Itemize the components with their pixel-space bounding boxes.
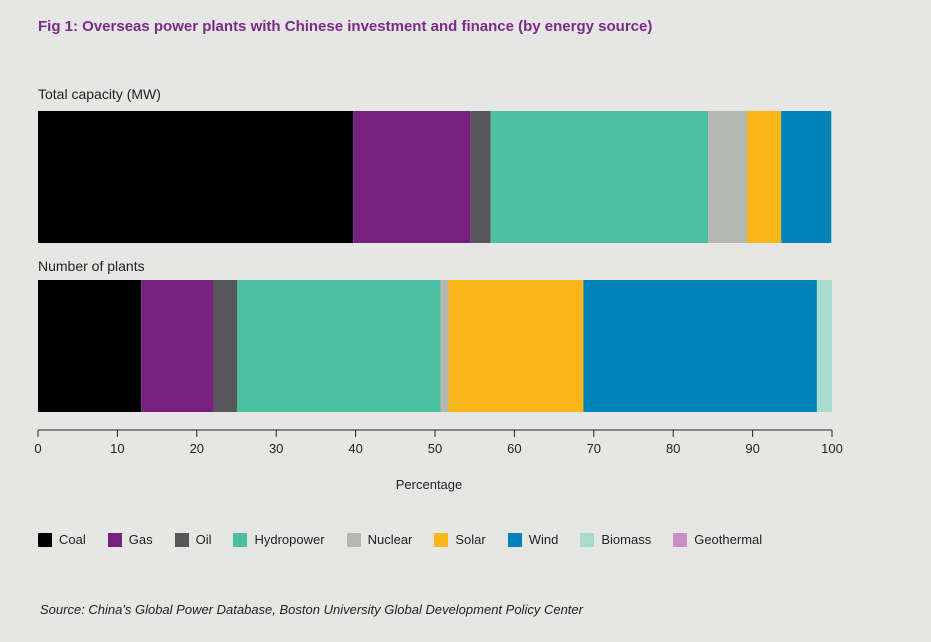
bar-segment-coal: [38, 280, 142, 412]
legend-swatch: [346, 532, 361, 547]
legend-item-solar: Solar: [434, 532, 486, 547]
bar-segment-biomass: [816, 280, 832, 412]
x-tick-label: 70: [587, 441, 601, 456]
legend-item-coal: Coal: [38, 532, 86, 547]
legend-label: Solar: [455, 532, 486, 547]
legend-label: Geothermal: [694, 532, 763, 547]
bar-segment-nuclear: [708, 111, 748, 243]
x-tick-label: 60: [507, 441, 521, 456]
x-tick-label: 0: [34, 441, 41, 456]
category-label: Number of plants: [38, 258, 145, 274]
legend-swatch: [580, 532, 595, 547]
stacked-bar-chart: Total capacity (MW) Number of plants 0 10 20…: [34, 86, 843, 492]
bar-segment-biomass: [831, 111, 832, 243]
bar-segment-solar: [747, 111, 782, 243]
legend-label: Oil: [195, 532, 212, 547]
x-tick-label: 40: [348, 441, 362, 456]
legend-label: Wind: [528, 532, 559, 547]
category-label: Total capacity (MW): [38, 86, 161, 102]
legend-swatch: [673, 532, 688, 547]
x-tick-label: 20: [190, 441, 204, 456]
legend-label: Biomass: [601, 532, 652, 547]
x-tick-label: 50: [428, 441, 442, 456]
legend-label: Gas: [128, 532, 153, 547]
legend-item-hydropower: Hydropower: [233, 532, 325, 547]
bar-segment-oil: [470, 111, 491, 243]
legend-item-oil: Oil: [174, 532, 212, 547]
bar-segment-wind: [583, 280, 817, 412]
legend-swatch: [38, 532, 52, 547]
chart-title: Fig 1: Overseas power plants with Chines…: [38, 18, 653, 35]
x-tick-label: 90: [745, 441, 759, 456]
legend-item-geothermal: Geothermal: [673, 532, 762, 547]
legend-swatch: [174, 532, 189, 547]
x-tick-label: 100: [821, 441, 843, 456]
x-tick-label: 80: [666, 441, 680, 456]
legend-item-nuclear: Nuclear: [346, 532, 413, 547]
legend-swatch: [233, 532, 248, 547]
legend-label: Nuclear: [367, 532, 413, 547]
bar-segment-wind: [781, 111, 832, 243]
x-tick-label: 30: [269, 441, 283, 456]
bar-segment-gas: [353, 111, 471, 243]
bar-segment-gas: [141, 280, 214, 412]
source-note: Source: China's Global Power Database, B…: [40, 602, 583, 617]
legend-item-biomass: Biomass: [580, 532, 651, 547]
x-axis-title: Percentage: [396, 477, 463, 492]
bar-segment-coal: [38, 111, 354, 243]
legend-swatch: [434, 532, 449, 547]
bar-segment-oil: [213, 280, 238, 412]
legend-label: Hydropower: [254, 532, 325, 547]
bar-segment-hydropower: [490, 111, 709, 243]
chart-legend: Coal Gas Oil Hydropower Nuclear Solar Wind Biom…: [38, 532, 784, 547]
bar-segment-nuclear: [440, 280, 449, 412]
legend-item-gas: Gas: [107, 532, 153, 547]
bar-segment-hydropower: [237, 280, 441, 412]
x-tick-label: 10: [110, 441, 124, 456]
legend-swatch: [507, 532, 522, 547]
legend-item-wind: Wind: [507, 532, 559, 547]
legend-label: Coal: [59, 532, 86, 547]
bar-segment-solar: [448, 280, 584, 412]
legend-swatch: [107, 532, 122, 547]
